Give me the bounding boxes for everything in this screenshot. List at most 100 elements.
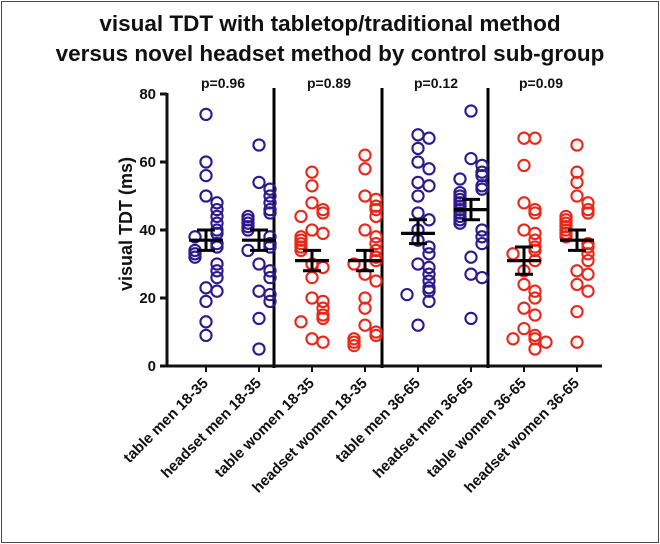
data-point <box>358 189 372 203</box>
data-point <box>305 196 319 210</box>
data-point <box>369 236 383 251</box>
data-point <box>263 287 277 302</box>
data-point <box>305 291 319 305</box>
data-point <box>528 291 542 305</box>
data-point <box>369 202 383 217</box>
data-point <box>581 206 595 220</box>
data-point <box>517 196 531 210</box>
y-tick-label: 80 <box>139 86 156 103</box>
data-point <box>422 240 436 254</box>
data-point <box>581 247 595 261</box>
data-point <box>411 155 425 169</box>
data-point <box>358 318 372 332</box>
data-point <box>263 294 277 309</box>
data-point <box>411 206 425 220</box>
data-point <box>517 321 531 336</box>
data-point <box>305 165 319 179</box>
data-point <box>517 131 531 145</box>
data-point <box>464 151 478 166</box>
data-point <box>570 189 584 203</box>
data-point <box>199 155 213 169</box>
data-point <box>422 162 436 176</box>
data-point <box>199 189 213 203</box>
y-tick-label: 0 <box>148 358 156 375</box>
data-point <box>305 270 319 285</box>
data-point <box>263 264 277 278</box>
data-point <box>475 270 489 285</box>
data-point <box>475 223 489 237</box>
y-axis-title: visual TDT (ms) <box>116 157 136 291</box>
data-point <box>263 206 277 220</box>
data-point <box>263 189 277 203</box>
data-point <box>369 230 383 244</box>
data-point <box>199 107 213 122</box>
data-point <box>305 332 319 346</box>
data-point <box>517 158 531 173</box>
p-value-label: p=0.89 <box>307 75 351 91</box>
data-point <box>528 308 542 322</box>
data-point <box>422 131 436 145</box>
data-point <box>210 257 224 271</box>
data-point <box>528 342 542 356</box>
data-point <box>199 315 213 329</box>
data-point <box>210 284 224 298</box>
data-point <box>263 182 277 196</box>
data-point <box>570 138 584 152</box>
data-point <box>369 274 383 288</box>
data-point <box>316 294 330 309</box>
data-point <box>210 202 224 217</box>
data-point <box>358 223 372 237</box>
data-point <box>559 230 573 244</box>
data-point <box>475 182 489 196</box>
data-point <box>210 196 224 210</box>
data-point <box>464 250 478 264</box>
data-point <box>188 230 202 244</box>
data-point <box>316 311 330 326</box>
data-point <box>422 294 436 309</box>
data-point <box>570 335 584 349</box>
data-point <box>358 301 372 315</box>
data-point <box>252 175 266 190</box>
data-point <box>517 301 531 315</box>
chart-title-line-2: versus novel headset method by control s… <box>56 41 605 66</box>
data-point <box>581 267 595 281</box>
data-point <box>369 209 383 224</box>
data-point <box>453 216 467 230</box>
data-point <box>347 257 361 271</box>
data-point <box>316 226 330 241</box>
data-point <box>422 179 436 193</box>
category-label: table women 36-65 <box>423 375 529 481</box>
data-point <box>411 189 425 203</box>
p-value-label: p=0.96 <box>201 75 245 91</box>
data-point <box>581 284 595 298</box>
data-point <box>252 257 266 271</box>
data-point <box>539 335 553 349</box>
data-point <box>464 104 478 118</box>
data-point <box>210 209 224 224</box>
data-point <box>263 270 277 285</box>
y-tick-label: 20 <box>139 290 156 307</box>
data-point <box>199 328 213 343</box>
data-point <box>369 328 383 343</box>
data-point <box>422 247 436 261</box>
p-value-label: p=0.12 <box>414 75 458 91</box>
data-point <box>210 270 224 285</box>
data-point <box>422 260 436 275</box>
data-point <box>570 264 584 278</box>
chart-title-line-1: visual TDT with tabletop/traditional met… <box>99 11 560 36</box>
data-point <box>305 179 319 193</box>
data-point <box>199 294 213 309</box>
data-point <box>464 267 478 281</box>
category-label: headset men 18-35 <box>158 375 265 482</box>
data-point <box>252 342 266 356</box>
data-point <box>581 253 595 268</box>
data-point <box>464 311 478 326</box>
data-point <box>316 335 330 349</box>
data-point <box>528 226 542 241</box>
y-tick-label: 40 <box>139 222 156 239</box>
data-point <box>252 311 266 326</box>
data-point <box>506 247 520 261</box>
data-point <box>570 175 584 190</box>
